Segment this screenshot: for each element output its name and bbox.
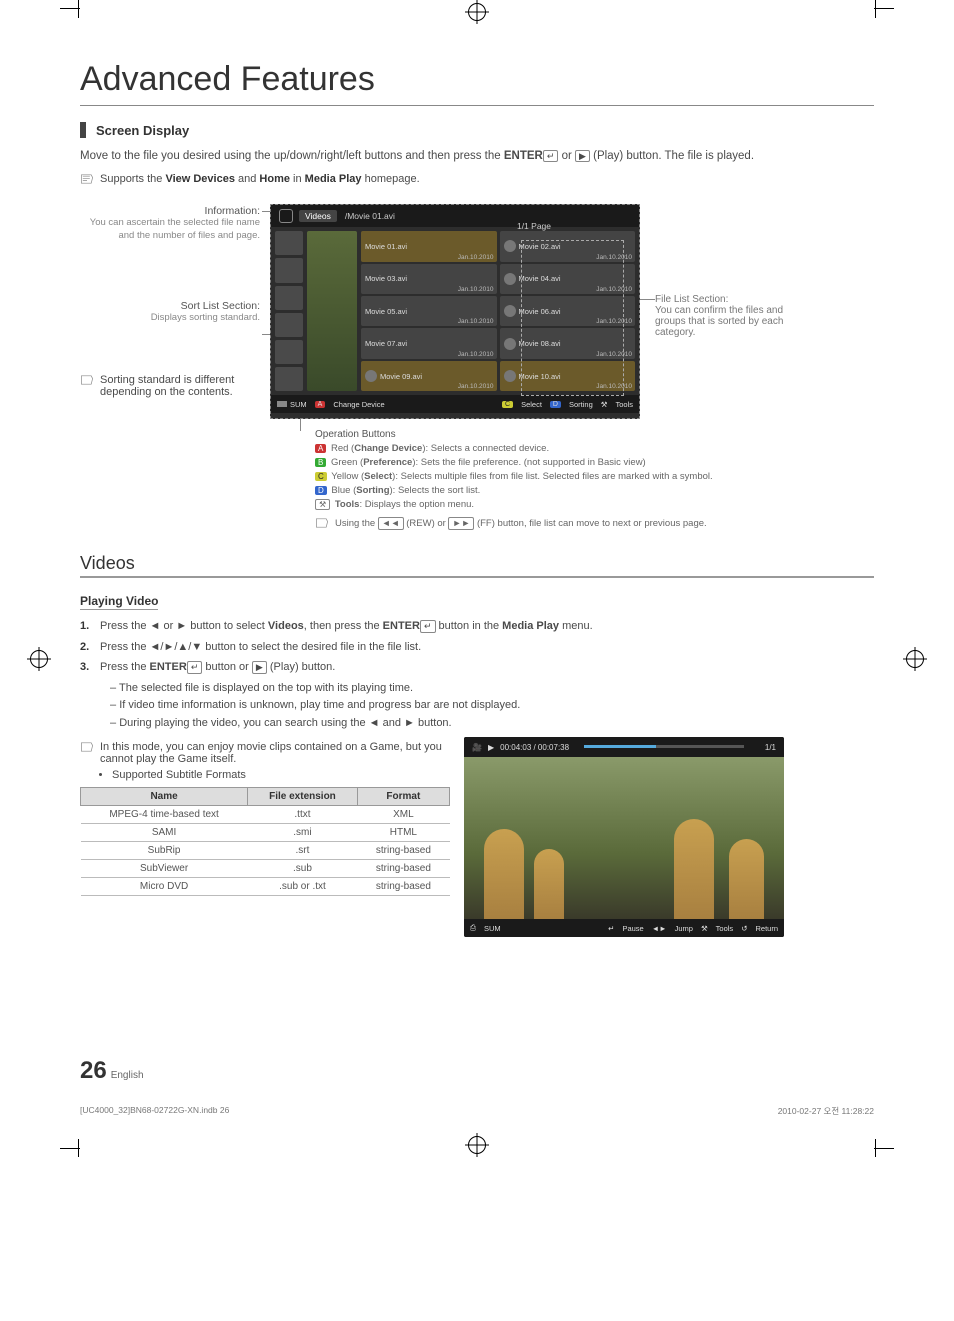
table-row: SubRip.srtstring-based	[81, 842, 450, 860]
enter-icon: ↵	[187, 661, 203, 674]
file-item[interactable]: Movie 09.aviJan.10.2010	[361, 361, 497, 391]
file-item[interactable]: Movie 01.aviJan.10.2010	[361, 231, 497, 261]
table-row: MPEG-4 time-based text.ttxtXML	[81, 806, 450, 824]
mediaplay-bottom-bar: SUM AChange Device CSelect DSorting ⚒Too…	[271, 395, 639, 413]
note-icon	[80, 173, 94, 185]
print-footer: [UC4000_32]BN68-02722G-XN.indb 26 2010-0…	[80, 1105, 874, 1117]
callout-sort-note: Sorting standard is different depending …	[100, 374, 260, 398]
playing-video-heading: Playing Video	[80, 594, 158, 610]
video-player-screenshot: 🎥 ▶ 00:04:03 / 00:07:38 1/1 Movie 01.avi…	[464, 737, 784, 937]
file-item[interactable]: Movie 06.aviJan.10.2010	[500, 296, 636, 326]
file-item[interactable]: Movie 04.aviJan.10.2010	[500, 264, 636, 294]
subtitle-table: NameFile extensionFormat MPEG-4 time-bas…	[80, 787, 450, 896]
change-device-tag: A	[315, 401, 326, 408]
table-row: SAMI.smiHTML	[81, 824, 450, 842]
tools-icon: ⚒	[601, 400, 608, 409]
screen-display-diagram: Information: You can ascertain the selec…	[80, 199, 874, 519]
player-cam-icon: 🎥	[472, 743, 482, 752]
callout-sort-desc: Displays sorting standard.	[80, 312, 260, 324]
return-icon: ↺	[741, 924, 747, 933]
play-icon: ▶	[252, 661, 267, 674]
callout-file-list: File List Section: You can confirm the f…	[655, 294, 810, 338]
usb-icon: ⎙	[470, 923, 476, 933]
sorting-tag: D	[550, 401, 561, 408]
player-progress	[584, 745, 744, 748]
page-number: 26English	[80, 1057, 874, 1085]
section-title: Screen Display	[96, 123, 189, 138]
videos-label: Videos	[299, 210, 337, 222]
mode-note: In this mode, you can enjoy movie clips …	[80, 741, 450, 765]
section-header: Screen Display	[80, 122, 874, 138]
note-icon	[80, 741, 94, 753]
videos-heading: Videos	[80, 553, 874, 578]
mediaplay-screenshot: Videos /Movie 01.avi 1/1 Page Movie 01.a…	[270, 204, 640, 419]
player-count: 1/1	[765, 743, 776, 752]
file-item[interactable]: Movie 07.aviJan.10.2010	[361, 328, 497, 358]
file-item[interactable]: Movie 08.aviJan.10.2010	[500, 328, 636, 358]
table-row: SubViewer.substring-based	[81, 860, 450, 878]
videos-icon	[279, 209, 293, 223]
file-item[interactable]: Movie 05.aviJan.10.2010	[361, 296, 497, 326]
callout-info-label: Information:	[80, 205, 260, 217]
file-item[interactable]: Movie 10.aviJan.10.2010	[500, 361, 636, 391]
sort-thumbnails	[275, 231, 303, 391]
subtitle-formats-bullet: Supported Subtitle Formats	[112, 769, 450, 781]
preview-thumb	[307, 231, 357, 391]
step-details: The selected file is displayed on the to…	[110, 680, 874, 732]
note-icon	[80, 374, 94, 386]
file-path: /Movie 01.avi	[345, 211, 437, 221]
table-row: Micro DVD.sub or .txtstring-based	[81, 878, 450, 896]
callout-sort-label: Sort List Section:	[80, 300, 260, 312]
ff-icon: ►►	[448, 517, 474, 530]
player-play-icon: ▶	[488, 743, 494, 752]
steps-list: 1.Press the ◄ or ► button to select Vide…	[80, 618, 874, 676]
callout-info-desc: You can ascertain the selected file name…	[80, 217, 260, 242]
file-item[interactable]: Movie 03.aviJan.10.2010	[361, 264, 497, 294]
tools-icon: ⚒	[701, 924, 708, 933]
select-tag: C	[502, 401, 513, 408]
enter-icon: ↵	[420, 620, 436, 633]
operation-buttons: Operation Buttons A Red (Change Device):…	[315, 429, 815, 530]
note-icon	[315, 517, 329, 529]
rew-icon: ◄◄	[378, 517, 404, 530]
pause-icon: ↵	[608, 924, 614, 933]
file-item[interactable]: Movie 02.aviJan.10.2010	[500, 231, 636, 261]
page-title: Advanced Features	[80, 60, 874, 106]
jump-icon: ◄►	[652, 924, 667, 933]
